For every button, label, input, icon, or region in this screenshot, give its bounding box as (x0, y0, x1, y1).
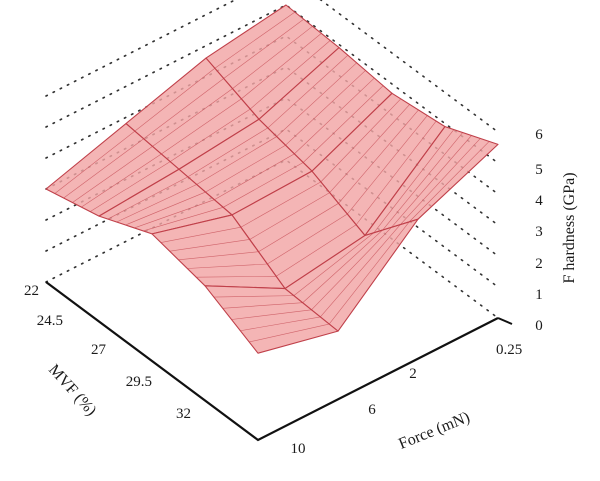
surface-mesh-line (276, 224, 357, 277)
surface-mesh-line (249, 40, 331, 110)
x-axis-title: MVF (%) (45, 361, 100, 419)
surface-mesh-line (241, 33, 322, 100)
floor-axis-line (45, 281, 499, 442)
surface (45, 4, 499, 354)
force-tick-label: 6 (368, 402, 376, 418)
surface-mesh-line (214, 11, 296, 69)
y-axis-title: Force (mN) (396, 409, 472, 453)
hardness-tick-label: 4 (535, 193, 543, 209)
surface-mesh-line (187, 127, 268, 178)
surface-mesh-line (232, 26, 313, 89)
surface-mesh-line (373, 129, 455, 233)
surface-mesh-line (294, 77, 375, 155)
surface-mesh-line (170, 108, 251, 162)
surface-mesh-line (302, 229, 383, 303)
surface-mesh-line (240, 181, 321, 228)
hardness-tick-label: 1 (535, 287, 543, 303)
surface-mesh-line (355, 120, 437, 225)
surface-mesh-line (320, 98, 402, 183)
surface-mesh-line (302, 85, 384, 163)
mvf-tick-label: 27 (91, 342, 107, 358)
surface-mesh-line (72, 146, 153, 203)
grid-line (45, 0, 499, 133)
hardness-tick-label: 3 (535, 224, 543, 240)
mvf-tick-labels: 22 24.5 27 29.5 32 (24, 283, 191, 422)
surface-mesh-line (143, 207, 224, 232)
surface-mesh-line (391, 135, 472, 228)
surface-mesh-line (54, 130, 136, 194)
hardness-tick-label: 5 (535, 162, 543, 178)
surface-mesh-line (160, 226, 241, 243)
force-tick-label: 0.25 (496, 342, 522, 358)
hardness-tick-labels: 0 1 2 3 4 5 6 (535, 127, 543, 334)
surface-mesh-line (187, 263, 268, 269)
surface-mesh-line (125, 191, 206, 226)
force-tick-labels: 0.25 2 6 10 (291, 342, 523, 457)
grid-line (45, 4, 499, 164)
floor-frame (45, 281, 513, 442)
surface-mesh-line (347, 115, 428, 215)
hardness-tick-label: 2 (535, 256, 543, 272)
mvf-tick-label: 24.5 (37, 313, 63, 329)
surface-mesh-line (382, 132, 463, 231)
surface-mesh-line (81, 153, 162, 208)
surface-mesh-line (196, 275, 277, 278)
mvf-tick-label: 22 (24, 283, 39, 299)
surface-mesh-line (258, 203, 339, 252)
mvf-tick-label: 32 (176, 406, 191, 422)
surface-mesh-line (329, 104, 410, 193)
surface-mesh-line (285, 70, 366, 146)
grid-line (45, 159, 499, 319)
surface-mesh-line (320, 224, 401, 318)
mvf-tick-label: 29.5 (126, 374, 152, 390)
surface-mesh-line (134, 199, 215, 229)
surface-mesh-line (90, 161, 171, 212)
surface-mesh-line (152, 88, 233, 147)
surface-mesh-line (267, 54, 349, 129)
force-tick-label: 2 (409, 366, 417, 382)
surface-mesh-line (276, 62, 357, 137)
hardness-tick-label: 0 (535, 318, 543, 334)
surface-mesh-line (205, 144, 286, 193)
surface-mesh-line (116, 184, 197, 223)
surface-mesh-line (63, 138, 144, 199)
hardness-tick-label: 6 (535, 127, 543, 143)
surface-mesh-line (223, 18, 304, 79)
surface-mesh-line (143, 78, 224, 140)
surface-mesh-line (134, 68, 216, 132)
surface-mesh-line (249, 323, 330, 343)
surface-mesh-line (213, 295, 294, 298)
surface-mesh-line (196, 136, 277, 185)
surface-mesh-line (223, 162, 304, 208)
surface-mesh-line (400, 138, 481, 225)
surface-mesh-line (293, 232, 375, 296)
surface-mesh-line (231, 309, 312, 320)
surface-mesh-line (107, 176, 188, 220)
surface-mesh-line (267, 213, 348, 265)
surface-mesh-line (214, 153, 295, 200)
surface-mesh-line (338, 109, 419, 204)
surface-mesh-line (408, 141, 490, 223)
surface-mesh-line (311, 227, 392, 311)
force-axis-tick (497, 317, 513, 325)
surface-mesh-line (249, 192, 330, 240)
z-axis-title: F hardness (GPa) (561, 172, 578, 283)
surface-mesh-line (222, 302, 303, 309)
surface-mesh-line (328, 221, 410, 325)
surface-mesh-line (240, 316, 321, 332)
force-tick-label: 10 (291, 441, 306, 457)
surface-mesh-line (161, 98, 242, 155)
surface-mesh-line (178, 251, 259, 261)
grid-line (45, 35, 499, 195)
surface-mesh-line (169, 239, 250, 252)
